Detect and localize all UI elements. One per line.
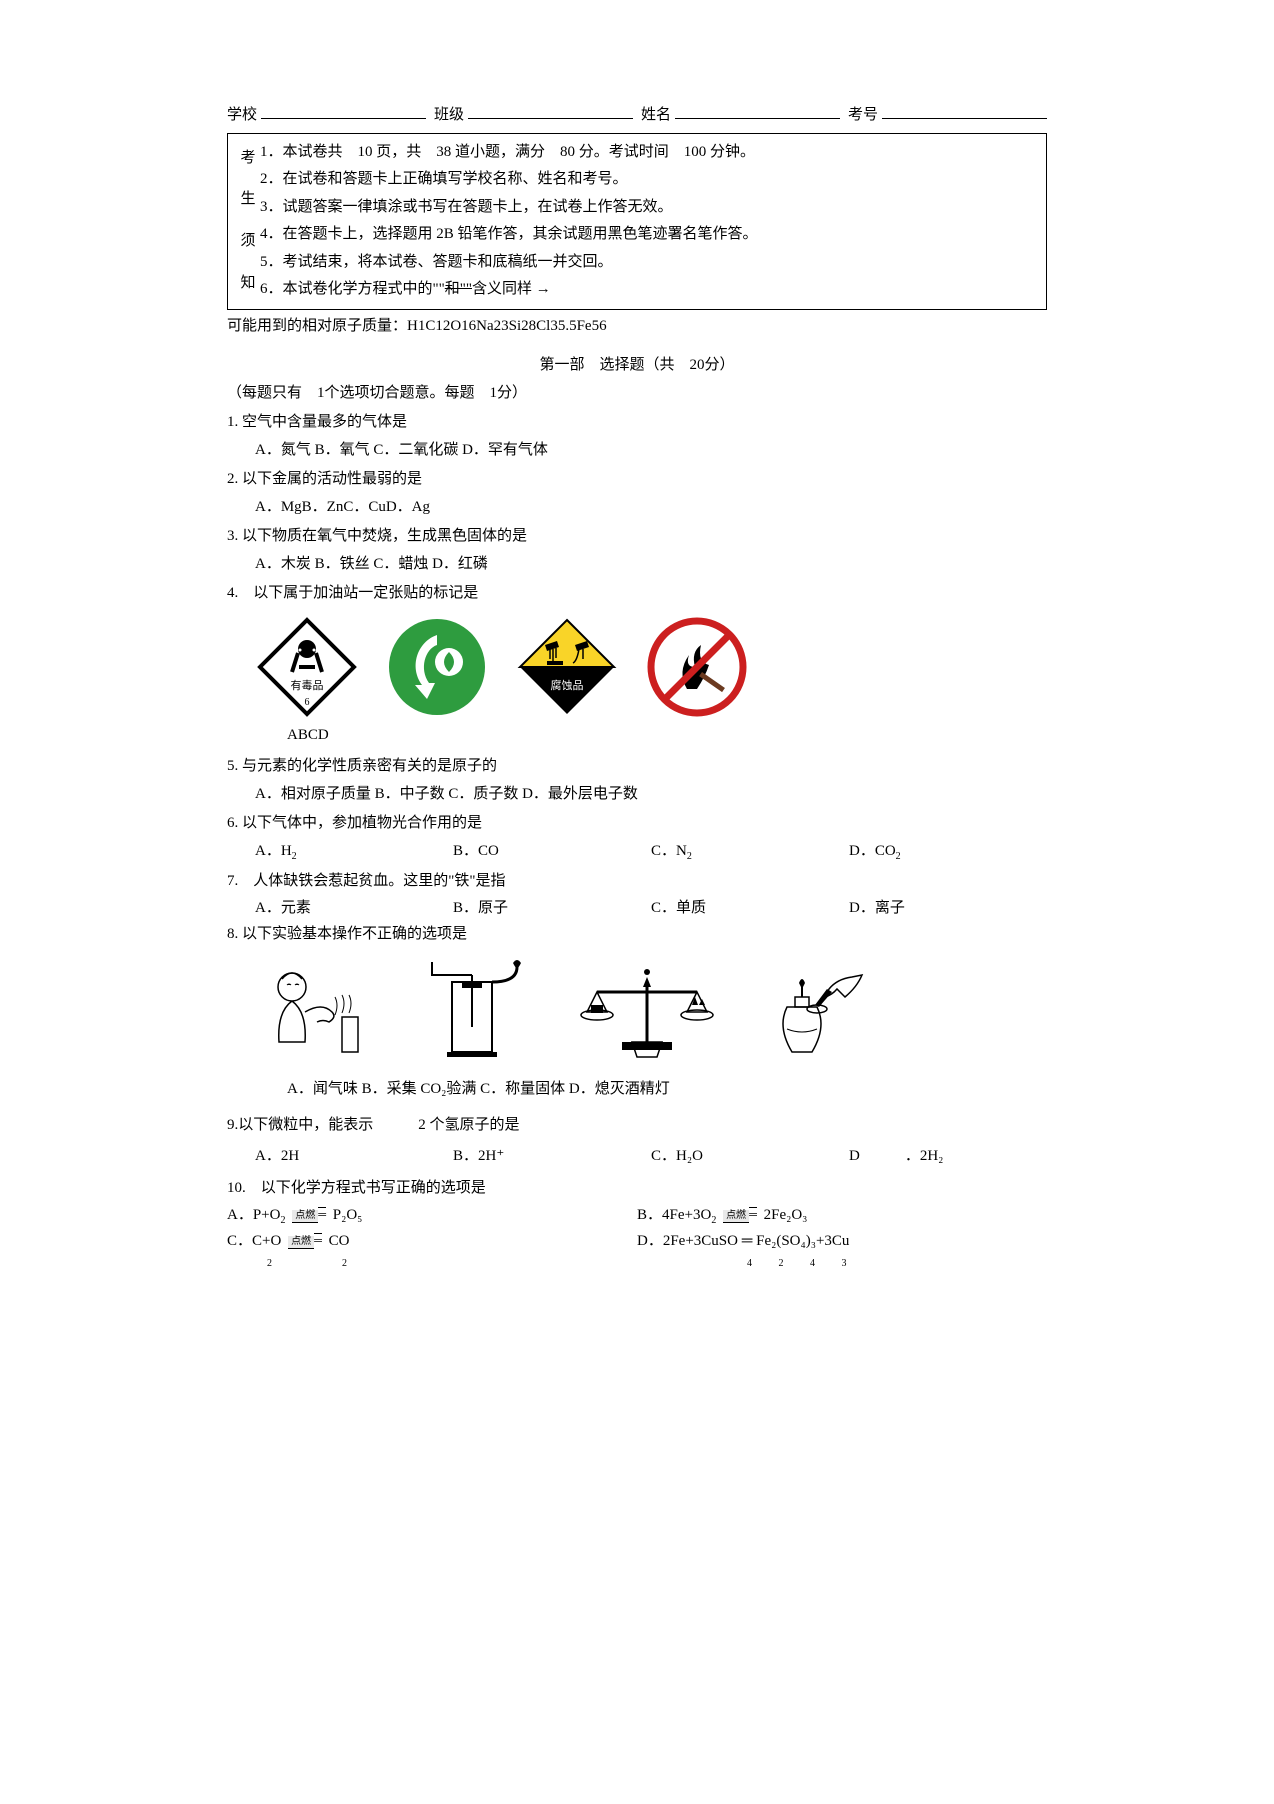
- q10-opt-b: B．4Fe+3O2 点燃═ 2Fe₂O₃: [637, 1203, 1047, 1229]
- svg-text:6: 6: [305, 697, 310, 708]
- q10-opt-d: D．2Fe+3CuSO ═ Fe₂(SO₄)₃+3Cu 4 2 4 3: [637, 1229, 1047, 1272]
- q1-options: A．氮气 B．氧气 C．二氧化碳 D．罕有气体: [255, 438, 1047, 464]
- q1-stem: 1. 空气中含量最多的气体是: [227, 410, 1047, 436]
- smell-gas-icon: [257, 957, 377, 1067]
- q8-options: A．闻气味 B．采集 CO₂验满 C．称量固体 D．熄灭酒精灯: [287, 1077, 1047, 1103]
- q6-opt-a: A．H2: [255, 839, 453, 865]
- q6-opt-b: B．CO: [453, 839, 651, 865]
- q10-opt-a: A．P+O2 点燃═ P₂O₅: [227, 1203, 637, 1229]
- notice-5: 5．考试结束，将本试卷、答题卡和底稿纸一并交回。: [260, 250, 1038, 276]
- q4-abcd: ABCD: [287, 723, 1047, 749]
- q7-stem: 7. 人体缺铁会惹起贫血。这里的"铁"是指: [227, 869, 1047, 895]
- notice-2: 2．在试卷和答题卡上正确填写学校名称、姓名和考号。: [260, 167, 1038, 193]
- q5-options: A．相对原子质量 B．中子数 C．质子数 D．最外层电子数: [255, 782, 1047, 808]
- q6-stem: 6. 以下气体中，参加植物光合作用的是: [227, 811, 1047, 837]
- q9-opt-b: B．2H⁺: [453, 1144, 651, 1170]
- name-label: 姓名: [641, 103, 671, 129]
- q3-options: A．木炭 B．铁丝 C．蜡烛 D．红磷: [255, 552, 1047, 578]
- svg-text:腐蚀品: 腐蚀品: [551, 678, 584, 692]
- name-field: 姓名: [641, 100, 840, 129]
- q9-opt-d: D ．2H₂: [849, 1144, 1047, 1170]
- q6-opt-c: C．N2: [651, 839, 849, 865]
- notice-list: 1．本试卷共 10 页，共 38 道小题，满分 80 分。考试时间 100 分钟…: [260, 138, 1038, 305]
- svg-text:有毒品: 有毒品: [291, 678, 324, 692]
- q2-options: A．MgB．ZnC．CuD．Ag: [255, 495, 1047, 521]
- q8-stem: 8. 以下实验基本操作不正确的选项是: [227, 922, 1047, 948]
- q7-options: A．元素 B．原子 C．单质 D．离子: [255, 896, 1047, 922]
- class-label: 班级: [434, 103, 464, 129]
- q4-stem: 4. 以下属于加油站一定张贴的标记是: [227, 581, 1047, 607]
- q10-opt-c: C．C+O 点燃═ CO 2 2: [227, 1229, 637, 1272]
- notice-3: 3．试题答案一律填涂或书写在答题卡上，在试卷上作答无效。: [260, 195, 1038, 221]
- exam-page: 学校 班级 姓名 考号 考 生 须 知 1．本试卷共 10 页，共 38 道小题…: [227, 100, 1047, 1272]
- class-field: 班级: [434, 100, 633, 129]
- class-blank[interactable]: [468, 100, 633, 119]
- id-blank[interactable]: [882, 100, 1047, 119]
- section-note: （每题只有 1个选项切合题意。每题 1分）: [227, 381, 1047, 407]
- q8-experiment-icons: [257, 957, 1047, 1067]
- q10-equations: A．P+O2 点燃═ P₂O₅ B．4Fe+3O2 点燃═ 2Fe₂O₃ C．C…: [227, 1203, 1047, 1272]
- q7-opt-d: D．离子: [849, 896, 1047, 922]
- notice-box: 考 生 须 知 1．本试卷共 10 页，共 38 道小题，满分 80 分。考试时…: [227, 133, 1047, 310]
- balance-scale-icon: [567, 957, 727, 1067]
- notice-vertical-label: 考 生 须 知: [236, 138, 260, 305]
- name-blank[interactable]: [675, 100, 840, 119]
- q4-hazard-icons: 有毒品 6 腐蚀品: [257, 617, 1047, 717]
- q3-stem: 3. 以下物质在氧气中焚烧，生成黑色固体的是: [227, 524, 1047, 550]
- atomic-mass-line: 可能用到的相对原子质量：H1C12O16Na23Si28Cl35.5Fe56: [227, 314, 1047, 340]
- no-fire-icon: [647, 617, 747, 717]
- q9-options: A．2H B．2H⁺ C．H₂O D ．2H₂: [255, 1144, 1047, 1170]
- q10-stem: 10. 以下化学方程式书写正确的选项是: [227, 1176, 1047, 1202]
- section-title: 第一部 选择题（共 20分）: [227, 353, 1047, 379]
- id-field: 考号: [848, 100, 1047, 129]
- id-label: 考号: [848, 103, 878, 129]
- toxic-hazard-icon: 有毒品 6: [257, 617, 357, 717]
- q7-opt-c: C．单质: [651, 896, 849, 922]
- notice-1: 1．本试卷共 10 页，共 38 道小题，满分 80 分。考试时间 100 分钟…: [260, 140, 1038, 166]
- q9-stem: 9.以下微粒中，能表示 2 个氢原子的是: [227, 1113, 1047, 1139]
- q7-opt-b: B．原子: [453, 896, 651, 922]
- q9-opt-a: A．2H: [255, 1144, 453, 1170]
- q6-opt-d: D．CO2: [849, 839, 1047, 865]
- q9-opt-c: C．H₂O: [651, 1144, 849, 1170]
- collect-co2-icon: [407, 957, 537, 1067]
- extinguish-lamp-icon: [757, 957, 887, 1067]
- q7-opt-a: A．元素: [255, 896, 453, 922]
- q2-stem: 2. 以下金属的活动性最弱的是: [227, 467, 1047, 493]
- school-field: 学校: [227, 100, 426, 129]
- school-blank[interactable]: [261, 100, 426, 119]
- green-eco-icon: [387, 617, 487, 717]
- student-info-row: 学校 班级 姓名 考号: [227, 100, 1047, 129]
- q6-options: A．H2 B．CO C．N2 D．CO2: [255, 839, 1047, 865]
- notice-6: 6．本试卷化学方程式中的""和""含义同样 →: [260, 277, 1038, 303]
- school-label: 学校: [227, 103, 257, 129]
- q5-stem: 5. 与元素的化学性质亲密有关的是原子的: [227, 754, 1047, 780]
- corrosive-hazard-icon: 腐蚀品: [517, 617, 617, 717]
- notice-4: 4．在答题卡上，选择题用 2B 铅笔作答，其余试题用黑色笔迹署名笔作答。: [260, 222, 1038, 248]
